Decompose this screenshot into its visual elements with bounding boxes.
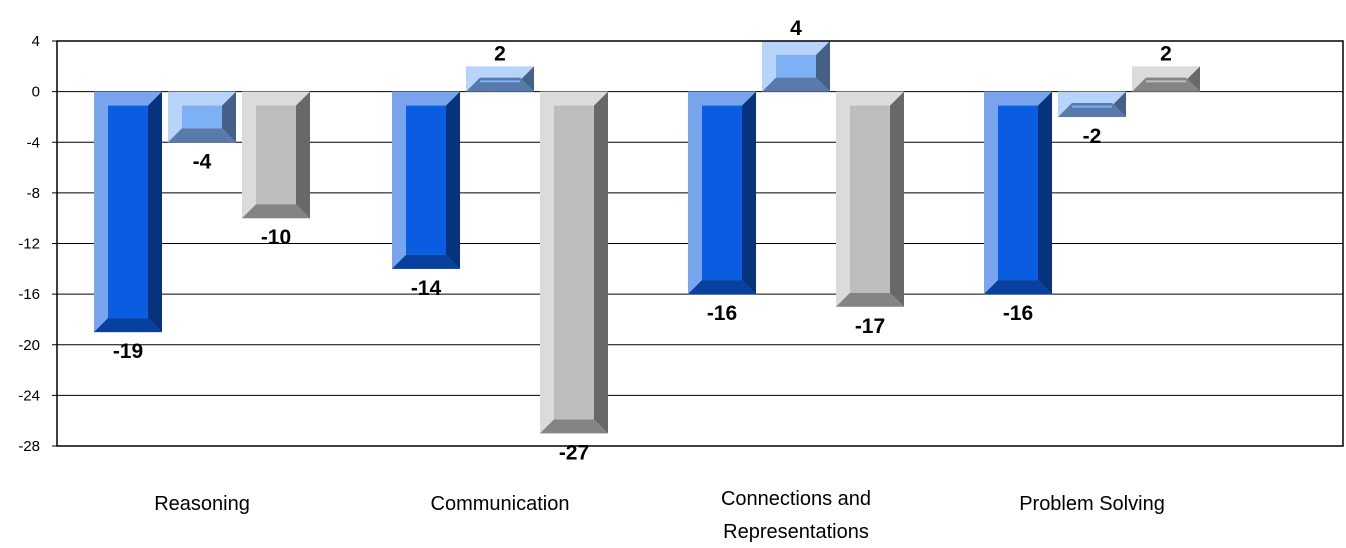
- bar: [392, 91, 460, 269]
- bar: [984, 91, 1052, 295]
- data-label: -27: [559, 441, 589, 464]
- data-labels: -19 -4 -10 -14 2 -27 -16 4 -17 -16 -2 2: [113, 17, 1172, 464]
- bar-face: [850, 105, 890, 293]
- bar-bevel-bottom: [836, 292, 904, 307]
- bar-bevel-bottom: [984, 280, 1052, 295]
- category-label: Reasoning: [154, 493, 250, 515]
- data-label: -14: [411, 277, 442, 300]
- y-axis-ticks: 4 0 -4 -8 -12 -16 -20 -24 -28: [18, 33, 57, 455]
- bar-bevel-dark: [1112, 91, 1126, 117]
- bar-face: [554, 105, 594, 420]
- bar: [836, 91, 904, 307]
- plot-frame: [56, 40, 1344, 447]
- bar-face: [1146, 80, 1186, 83]
- category-label: Communication: [431, 493, 570, 515]
- data-label: -4: [193, 150, 212, 173]
- bar-face: [1072, 105, 1112, 108]
- bar-bevel-bottom: [762, 77, 830, 92]
- data-label: -16: [707, 302, 737, 325]
- bar: [1058, 91, 1126, 117]
- bar: [688, 91, 756, 295]
- bar-face: [406, 105, 446, 255]
- data-label: -2: [1083, 125, 1102, 148]
- bar-face: [182, 105, 222, 129]
- data-label: -19: [113, 340, 143, 363]
- y-tick-label: -16: [18, 286, 40, 303]
- bar-bevel-dark: [594, 91, 608, 434]
- y-tick-label: -24: [18, 387, 40, 404]
- bar: [466, 66, 534, 92]
- category-labels: Reasoning Communication Connections and Rep…: [154, 488, 1165, 543]
- bar-bevel-dark: [222, 91, 236, 143]
- bar: [242, 91, 310, 219]
- data-label: 4: [790, 17, 802, 40]
- bar-bevel-bottom: [688, 280, 756, 295]
- bar-face: [776, 55, 816, 78]
- category-label: Problem Solving: [1019, 493, 1165, 515]
- data-label: -16: [1003, 302, 1033, 325]
- bar-face: [256, 105, 296, 205]
- bar-bevel-dark: [742, 91, 756, 295]
- bars: [94, 41, 1200, 434]
- bar-bevel-dark: [446, 91, 460, 269]
- bar-bevel-dark: [816, 41, 830, 92]
- bar: [1132, 66, 1200, 92]
- y-tick-label: 0: [32, 84, 40, 101]
- y-tick-label: -8: [27, 185, 40, 202]
- data-label: -17: [855, 315, 885, 338]
- bar-bevel-dark: [890, 91, 904, 307]
- bar-face: [702, 105, 742, 281]
- y-tick-label: -28: [18, 438, 40, 455]
- y-tick-label: 4: [32, 33, 40, 50]
- bar-face: [998, 105, 1038, 281]
- bar-bevel-bottom: [392, 254, 460, 269]
- bar-bevel-dark: [296, 91, 310, 219]
- bar-bevel-dark: [1186, 66, 1200, 92]
- bar-bevel-dark: [1038, 91, 1052, 295]
- bar-bevel-dark: [520, 66, 534, 92]
- bar-bevel-bottom: [94, 318, 162, 333]
- y-tick-label: -4: [27, 134, 40, 151]
- bar-bevel-bottom: [540, 419, 608, 434]
- bar: [168, 91, 236, 143]
- data-label: 2: [494, 42, 506, 65]
- data-label: -10: [261, 226, 291, 249]
- bar-face: [480, 80, 520, 83]
- y-tick-label: -20: [18, 337, 40, 354]
- bar-bevel-dark: [148, 91, 162, 333]
- bar: [540, 91, 608, 434]
- bar-bevel-bottom: [242, 204, 310, 219]
- bar-bevel-bottom: [168, 128, 236, 143]
- category-label: Representations: [723, 521, 869, 543]
- data-label: 2: [1160, 42, 1172, 65]
- bar-face: [108, 105, 148, 319]
- y-tick-label: -12: [18, 236, 40, 253]
- bar: [762, 41, 830, 92]
- bar: [94, 91, 162, 333]
- category-label: Connections and: [721, 488, 871, 510]
